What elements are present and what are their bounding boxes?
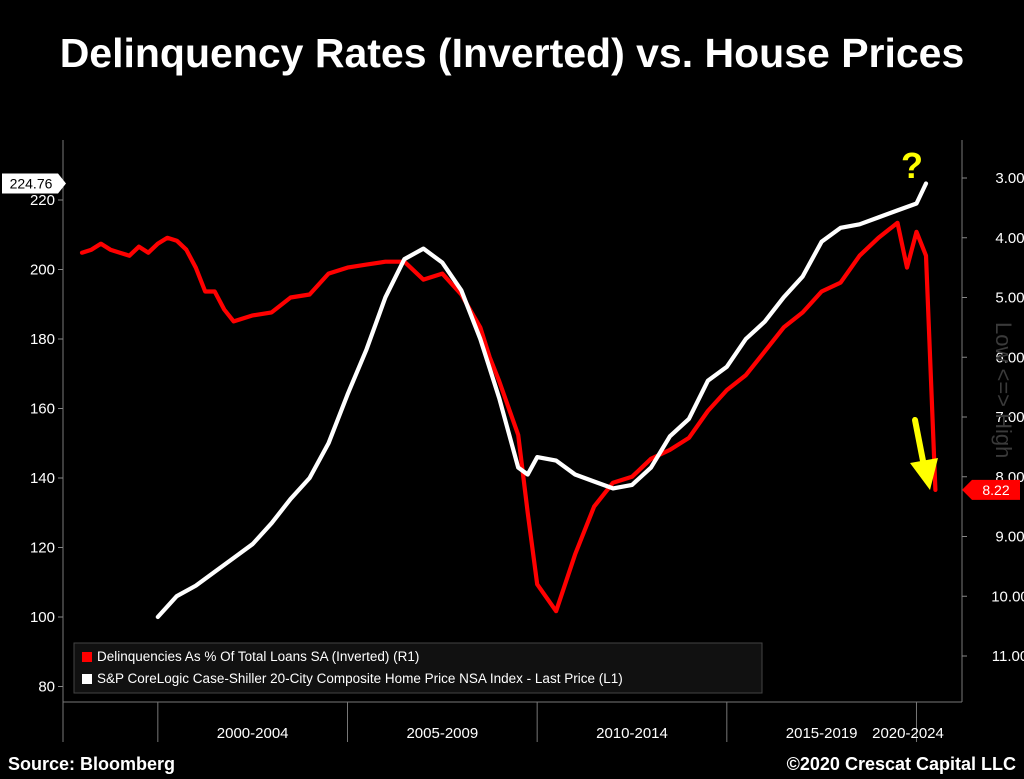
right-tick-label: 3.00 [995, 170, 1024, 187]
legend-swatch [82, 674, 92, 684]
home-price-last-value-badge [2, 173, 66, 194]
left-tick-label: 80 [38, 679, 55, 696]
left-tick-label: 200 [30, 262, 55, 279]
right-tick-label: 4.00 [995, 230, 1024, 247]
left-tick-label: 220 [30, 192, 55, 209]
x-category-label: 2005-2009 [406, 725, 478, 742]
legend-entry-label: S&P CoreLogic Case-Shiller 20-City Compo… [97, 671, 623, 686]
left-tick-label: 160 [30, 401, 55, 418]
legend-entry-label: Delinquencies As % Of Total Loans SA (In… [97, 649, 419, 664]
delinquency-last-value: 8.22 [982, 482, 1009, 498]
home-price-last-value: 224.76 [10, 175, 53, 191]
question-mark-annotation: ? [901, 145, 923, 186]
right-tick-label: 10.00 [991, 588, 1024, 605]
x-category-label: 2000-2004 [217, 725, 289, 742]
right-tick-label: 5.00 [995, 290, 1024, 307]
legend-box [73, 642, 763, 694]
copyright-label: ©2020 Crescat Capital LLC [786, 754, 1016, 774]
left-tick-label: 120 [30, 540, 55, 557]
delinquency-series-line [79, 220, 938, 614]
right-tick-label: 6.00 [995, 349, 1024, 366]
legend-swatch [82, 652, 92, 662]
x-category-label: 2020-2024 [872, 725, 944, 742]
right-tick-label: 9.00 [995, 529, 1024, 546]
x-category-label: 2015-2019 [786, 725, 858, 742]
left-tick-label: 140 [30, 470, 55, 487]
left-tick-label: 100 [30, 609, 55, 626]
down-arrow-icon [910, 458, 938, 490]
chart-title: Delinquency Rates (Inverted) vs. House P… [59, 30, 965, 76]
right-tick-label: 7.00 [995, 409, 1024, 426]
delinquency-last-value-badge [962, 479, 1020, 500]
down-arrow-shaft [912, 417, 927, 469]
x-category-label: 2010-2014 [596, 725, 668, 742]
home-price-series-line [155, 181, 929, 620]
right-tick-label: 11.00 [992, 648, 1024, 665]
right-axis-title: Low <=> High [991, 322, 1016, 458]
left-tick-label: 180 [30, 331, 55, 348]
source-label: Source: Bloomberg [8, 754, 176, 774]
